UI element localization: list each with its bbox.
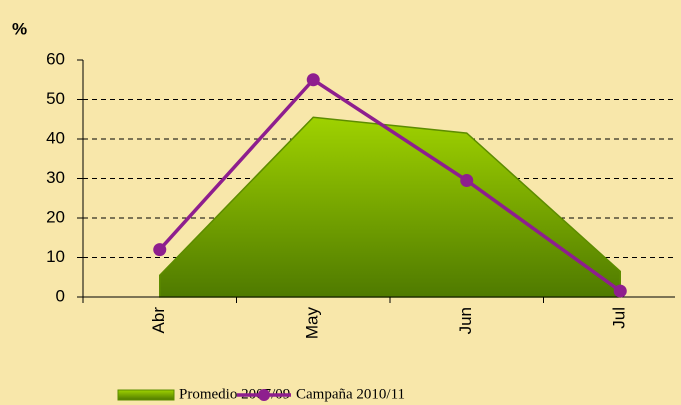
y-tick-label: 30	[46, 168, 65, 187]
legend-swatch	[117, 389, 175, 401]
legend-label: Campaña 2010/11	[296, 386, 405, 402]
marker	[153, 243, 167, 257]
line	[158, 77, 622, 293]
marker	[613, 284, 627, 298]
y-tick-label: 50	[46, 89, 65, 108]
area	[159, 116, 621, 298]
x-tick-label: Jul	[610, 307, 629, 329]
y-tick-label: 20	[46, 207, 65, 226]
y-tick-label: 40	[46, 128, 65, 147]
x-tick-label: Abr	[149, 307, 168, 334]
x-tick-label: Jun	[456, 307, 475, 334]
x-tick-label: May	[303, 307, 322, 340]
y-tick-label: 0	[56, 286, 65, 305]
y-tick-label: 60	[46, 49, 65, 68]
marker	[306, 73, 320, 87]
y-axis-label: %	[12, 19, 27, 38]
marker	[460, 173, 474, 187]
y-tick-label: 10	[46, 247, 65, 266]
legend-swatch	[258, 389, 270, 401]
